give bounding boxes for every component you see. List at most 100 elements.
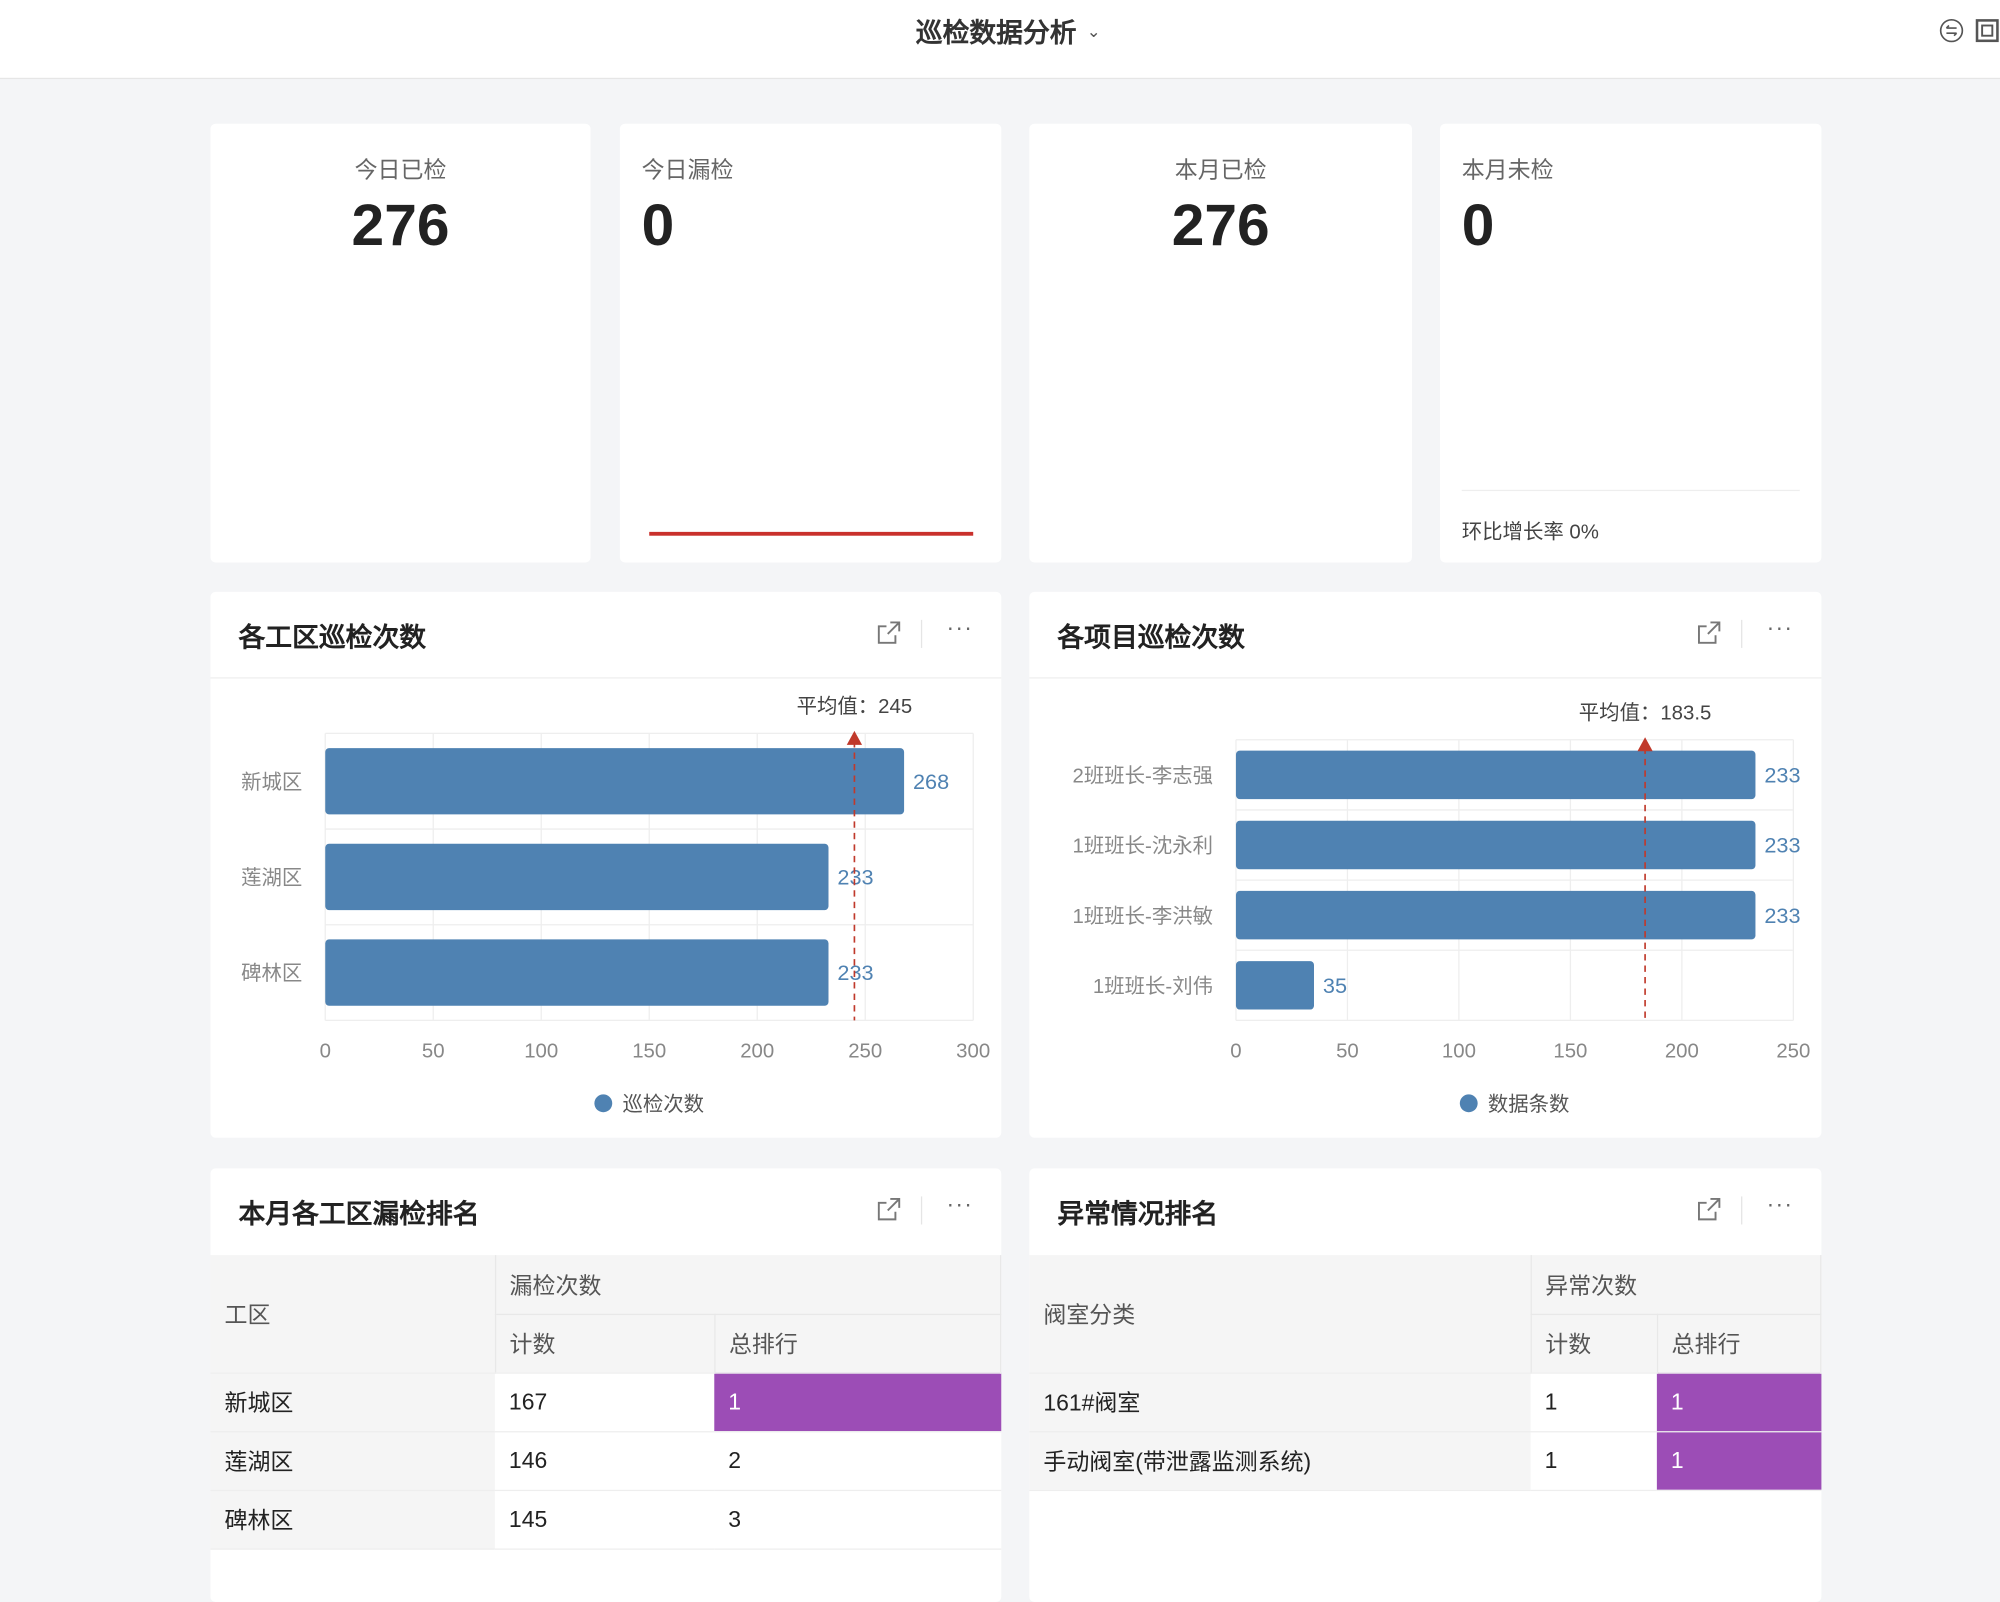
- more-icon[interactable]: ···: [1766, 614, 1794, 641]
- bar: [325, 843, 829, 911]
- more-icon[interactable]: ···: [946, 1191, 974, 1217]
- bar: [1235, 820, 1756, 870]
- kpi-value: 276: [1171, 191, 1270, 258]
- header-zone: 工区: [210, 1255, 496, 1374]
- panel-project: 各项目巡检次数 ··· 0 50 100 150 200 250 2班班长-李志强 233 1班…: [1029, 591, 1822, 1138]
- x-tick-label: 150: [1553, 1040, 1587, 1062]
- kpi-label: 本月已检: [1174, 156, 1267, 183]
- kpi-card-month-checked: 本月已检 276: [1029, 123, 1412, 563]
- cell-category: 161#阀室: [1029, 1372, 1531, 1432]
- project-bar-chart: 0 50 100 150 200 250 2班班长-李志强 233 1班班长-沈永利 233 1班班…: [1073, 701, 1811, 1116]
- external-link-icon[interactable]: [1696, 620, 1722, 646]
- y-category-label: 1班班长-李洪敏: [1073, 905, 1213, 928]
- y-category-label: 碑林区: [241, 962, 302, 985]
- kpi-card-today-checked: 今日已检 276: [210, 123, 591, 563]
- y-category-label: 莲湖区: [241, 867, 302, 890]
- missed-table: 工区 漏检次数 计数 总排行 新城区 167 1 莲湖区 146 2 碑林区 145 3: [210, 1255, 1002, 1550]
- panel-missed-ranking: 本月各工区漏检排名 ··· 工区 漏检次数 计数 总排行 新城区 167 1 莲湖区 14…: [210, 1168, 1002, 1602]
- bar: [1235, 750, 1756, 800]
- bar: [325, 939, 829, 1006]
- kpi-label: 今日漏检: [641, 156, 734, 183]
- more-icon[interactable]: ···: [1766, 1191, 1794, 1217]
- table-row: 碑林区 145 3: [210, 1489, 1001, 1550]
- x-tick-label: 50: [422, 1040, 445, 1062]
- header-rank: 总排行: [1656, 1313, 1822, 1374]
- cell-count: 167: [494, 1372, 715, 1432]
- cell-zone: 新城区: [210, 1372, 495, 1432]
- kpi-value: 276: [351, 191, 450, 258]
- average-arrow: [1637, 737, 1653, 752]
- kpi-card-today-missed: 今日漏检 0: [619, 123, 1002, 563]
- x-tick-label: 0: [1230, 1040, 1241, 1062]
- cell-zone: 莲湖区: [210, 1431, 495, 1491]
- header-count: 计数: [1530, 1313, 1658, 1374]
- y-category-label: 新城区: [241, 771, 302, 794]
- top-bar: 巡检数据分析 ⌄: [0, 0, 2000, 80]
- header-count: 计数: [494, 1313, 715, 1374]
- panel-title: 各项目巡检次数: [1057, 623, 1245, 654]
- panel-title: 各工区巡检次数: [238, 623, 427, 654]
- legend-marker: [1459, 1094, 1478, 1113]
- divider: [1461, 489, 1800, 492]
- progress-line: [649, 531, 974, 536]
- legend-label: 巡检次数: [622, 1093, 704, 1116]
- dashboard-title: 巡检数据分析: [915, 19, 1077, 49]
- table-row: 新城区 167 1: [210, 1372, 1001, 1432]
- bar: [325, 748, 905, 815]
- more-icon[interactable]: ···: [946, 614, 974, 641]
- y-category-label: 1班班长-刘伟: [1093, 975, 1213, 998]
- cell-zone: 碑林区: [210, 1489, 495, 1550]
- cell-rank: 3: [714, 1489, 1001, 1550]
- legend-marker: [594, 1094, 613, 1113]
- panel-title: 本月各工区漏检排名: [238, 1200, 480, 1230]
- x-tick-label: 50: [1336, 1040, 1359, 1062]
- x-tick-label: 100: [524, 1040, 558, 1062]
- cell-rank: 2: [714, 1431, 1001, 1491]
- cell-count: 146: [494, 1431, 715, 1491]
- cell-rank: 1: [1656, 1431, 1821, 1491]
- cell-category: 手动阀室(带泄露监测系统): [1029, 1431, 1531, 1491]
- y-category-label: 2班班长-李志强: [1073, 765, 1213, 788]
- kpi-card-month-unchecked: 本月未检 0 环比增长率 0%: [1440, 123, 1822, 563]
- bar-value-label: 35: [1323, 973, 1347, 998]
- bar-value-label: 233: [1764, 903, 1800, 928]
- x-tick-label: 200: [740, 1040, 774, 1062]
- y-category-label: 1班班长-沈永利: [1073, 835, 1213, 858]
- legend-label: 数据条数: [1488, 1093, 1570, 1116]
- dashboard-title-dropdown[interactable]: 巡检数据分析 ⌄: [916, 13, 1101, 51]
- header-category: 阀室分类: [1029, 1255, 1532, 1374]
- panel-title: 异常情况排名: [1057, 1200, 1219, 1230]
- cell-count: 1: [1530, 1372, 1657, 1432]
- header-group: 异常次数: [1530, 1255, 1822, 1315]
- kpi-value: 0: [641, 191, 675, 258]
- table-row: 手动阀室(带泄露监测系统) 1 1: [1029, 1431, 1821, 1491]
- x-tick-label: 150: [632, 1040, 666, 1062]
- x-tick-label: 300: [956, 1040, 990, 1062]
- bar: [1235, 890, 1756, 940]
- panel-workzone: 各工区巡检次数 ··· 0 50 100 150 200 250 300 新城区 268 莲湖区 2…: [210, 591, 1002, 1138]
- bar-value-label: 233: [1764, 763, 1800, 788]
- average-label: 平均值：183.5: [1579, 701, 1712, 724]
- kpi-footer: 环比增长率 0%: [1461, 521, 1599, 544]
- bar: [1235, 961, 1314, 1010]
- cell-rank: 1: [714, 1372, 1001, 1432]
- external-link-icon[interactable]: [876, 620, 902, 646]
- external-link-icon[interactable]: [1696, 1196, 1722, 1222]
- chevron-down-icon: ⌄: [1086, 21, 1101, 41]
- external-link-icon[interactable]: [876, 1196, 902, 1222]
- abnormal-table: 阀室分类 异常次数 计数 总排行 161#阀室 1 1 手动阀室(带泄露监测系统) 1 1: [1029, 1255, 1822, 1491]
- x-tick-label: 250: [848, 1040, 882, 1062]
- x-tick-label: 100: [1442, 1040, 1476, 1062]
- kpi-label: 本月未检: [1461, 156, 1554, 183]
- cell-rank: 1: [1656, 1372, 1821, 1432]
- cell-count: 145: [494, 1489, 715, 1550]
- switch-icon[interactable]: [1939, 18, 1965, 44]
- x-tick-label: 250: [1776, 1040, 1810, 1062]
- panel-abnormal-ranking: 异常情况排名 ··· 阀室分类 异常次数 计数 总排行 161#阀室 1 1 手动阀室(…: [1029, 1168, 1822, 1602]
- bar-value-label: 233: [837, 865, 873, 890]
- x-tick-label: 0: [320, 1040, 331, 1062]
- header-rank: 总排行: [714, 1313, 1002, 1374]
- fullscreen-icon[interactable]: [1974, 18, 2000, 44]
- kpi-value: 0: [1461, 191, 1495, 258]
- average-arrow: [846, 730, 863, 745]
